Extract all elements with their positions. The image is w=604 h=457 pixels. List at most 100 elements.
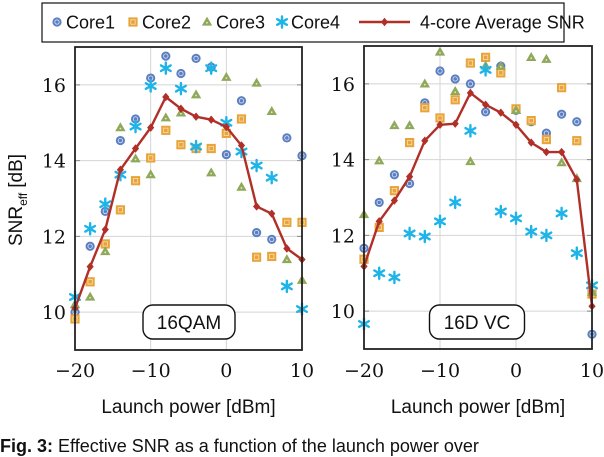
data-point-core2 — [130, 176, 141, 186]
data-point-average — [406, 172, 414, 181]
data-point-core3 — [251, 77, 262, 87]
y-tick-label: 16 — [42, 75, 66, 97]
legend-square-icon — [128, 17, 138, 27]
series-core3 — [69, 71, 308, 309]
x-tick-label: −20 — [344, 360, 384, 382]
data-point-core4 — [99, 197, 112, 211]
data-point-core4 — [265, 170, 278, 185]
data-point-core1 — [389, 170, 399, 180]
y-tick-label: 14 — [42, 151, 66, 173]
data-point-core3 — [374, 155, 385, 165]
data-point-average — [116, 165, 124, 174]
legend-triangle-icon — [201, 16, 213, 26]
average-line — [73, 95, 303, 309]
data-point-core2 — [85, 277, 95, 287]
legend-diamond-icon — [380, 17, 389, 27]
data-point-core3 — [419, 78, 430, 88]
plot-frame — [74, 46, 303, 351]
data-point-average — [268, 209, 276, 218]
grid — [364, 46, 592, 349]
data-point-core2 — [389, 186, 399, 196]
data-point-core4 — [159, 61, 172, 76]
data-point-average — [222, 122, 230, 132]
x-axis-label: Launch power [dBm] — [391, 397, 565, 418]
data-point-average — [86, 262, 94, 271]
x-tick-label: 10 — [290, 360, 314, 382]
data-point-core3 — [404, 120, 415, 130]
y-tick-label: 14 — [331, 150, 355, 172]
data-point-core4 — [190, 139, 203, 154]
legend-item-core4: Core4 — [275, 13, 340, 33]
data-point-core2 — [572, 136, 582, 146]
legend-item-core2: Core2 — [128, 13, 191, 33]
data-point-core4 — [494, 204, 507, 219]
data-point-average — [466, 88, 474, 98]
data-point-core3 — [281, 254, 293, 264]
average-line — [362, 91, 594, 307]
data-point-average — [162, 92, 170, 102]
legend-item-core1: Core1 — [52, 13, 115, 33]
panel-label: 16QAM — [142, 304, 236, 340]
data-point-core3 — [145, 169, 156, 179]
data-point-core1 — [267, 234, 277, 245]
data-point-average — [482, 100, 490, 109]
data-point-average — [542, 147, 550, 157]
data-point-average — [177, 104, 185, 113]
data-point-core3 — [160, 112, 171, 122]
data-point-core1 — [572, 117, 582, 127]
data-point-core2 — [541, 134, 551, 145]
ticks — [364, 83, 592, 312]
data-point-core1 — [481, 107, 491, 117]
data-point-core2 — [252, 252, 262, 262]
data-point-core1 — [282, 133, 292, 143]
data-point-core4 — [280, 279, 293, 294]
data-point-core2 — [176, 140, 186, 150]
data-point-core4 — [570, 246, 583, 260]
data-point-core4 — [129, 119, 142, 134]
data-point-average — [421, 136, 429, 145]
legend-label: 4-core Average SNR — [420, 13, 585, 33]
data-point-core2 — [481, 52, 491, 62]
y-axis-label-main: SNR — [6, 206, 27, 246]
x-tick-label: 0 — [510, 360, 522, 382]
data-point-core4 — [144, 79, 157, 93]
panel-label-box — [142, 304, 236, 340]
data-point-core2 — [450, 95, 460, 105]
data-point-average — [512, 120, 520, 129]
plot-frame — [363, 45, 593, 350]
legend-label: Core4 — [291, 13, 340, 33]
x-tick-label: −20 — [55, 360, 95, 382]
data-point-core4 — [388, 270, 401, 285]
panel-16qam: 16QAM −20 −10 0 10 10 12 14 16 Launch power [dBm] — [42, 46, 314, 418]
data-point-core3 — [434, 46, 446, 56]
data-point-core3 — [190, 89, 202, 99]
series-core2 — [70, 114, 307, 324]
panel-label-text: 16D VC — [444, 313, 511, 334]
data-point-average — [131, 144, 140, 153]
data-point-core4 — [525, 224, 538, 239]
data-point-core2 — [282, 217, 292, 227]
x-tick-label: −10 — [420, 360, 460, 382]
data-point-average — [436, 120, 444, 129]
data-point-core4 — [418, 229, 431, 244]
data-point-core3 — [100, 246, 111, 256]
legend-star-icon — [275, 15, 289, 29]
data-point-core3 — [389, 120, 400, 130]
y-tick-label: 12 — [331, 225, 355, 247]
data-point-core3 — [130, 153, 141, 163]
data-point-core2 — [161, 125, 171, 135]
data-point-core4 — [84, 222, 97, 236]
data-point-core1 — [85, 241, 95, 251]
y-axis-label-sub: eff — [16, 192, 30, 206]
data-point-core3 — [115, 122, 126, 132]
data-point-average — [497, 108, 505, 117]
data-point-core3 — [510, 104, 522, 114]
data-point-core2 — [206, 143, 216, 154]
ticks — [75, 84, 302, 313]
data-point-average — [207, 115, 215, 124]
data-point-core3 — [221, 71, 232, 81]
data-point-core1 — [191, 53, 201, 63]
legend-label: Core1 — [66, 13, 115, 33]
data-point-average — [390, 196, 398, 205]
